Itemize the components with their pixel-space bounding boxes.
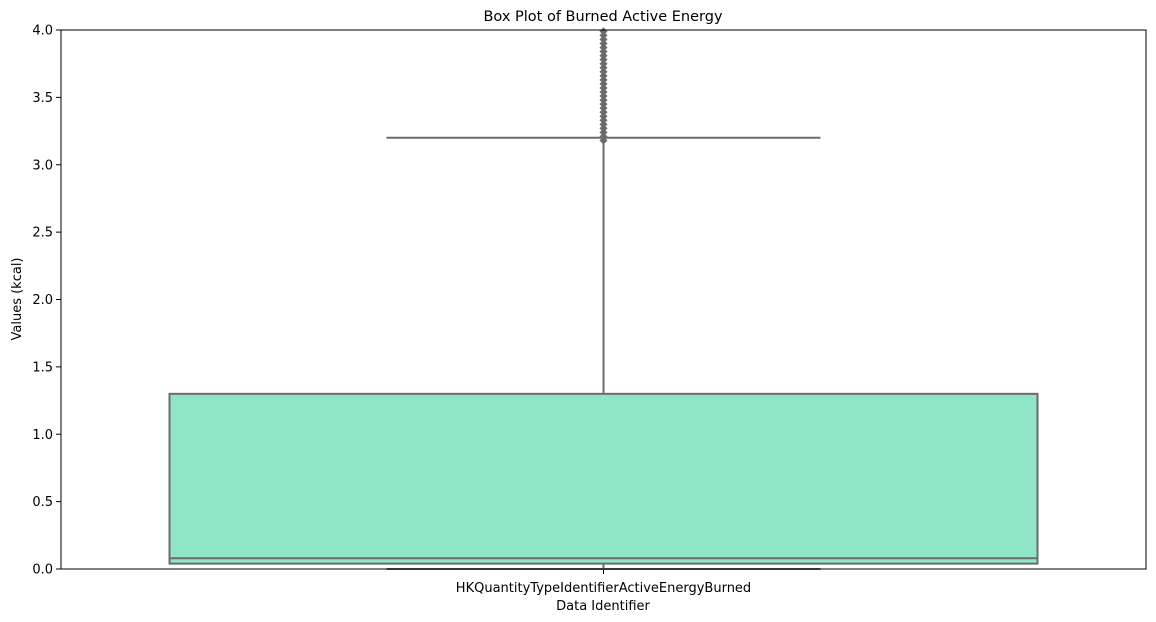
y-axis-label: Values (kcal) [10,257,25,340]
box-iqr [168,392,1039,565]
outlier-point [599,132,608,141]
outlier-point [599,96,608,105]
outlier-point [599,100,608,109]
outlier-point [599,124,608,133]
x-axis-label: Data Identifier [556,599,650,614]
outlier-point [599,120,608,129]
chart-title: Box Plot of Burned Active Energy [483,9,722,25]
y-tick-label: 2.5 [32,226,53,241]
outlier-point [599,108,608,117]
outlier-point [599,87,608,97]
outlier-point [599,75,608,84]
outlier-point [599,27,608,36]
outlier-point [599,112,608,121]
y-tick-label: 3.0 [32,158,53,173]
outlier-point [599,35,608,44]
plot-area: 0.0 0.5 1.0 1.5 2.0 2.5 3.0 3.5 4.0 HKQuantityTyp… [32,24,1147,596]
outlier-point [599,47,608,56]
outlier-point [599,83,608,92]
outlier-point [599,92,608,101]
y-tick-label: 0.0 [32,563,53,578]
outlier-point [599,63,608,72]
outlier-point [599,71,608,80]
x-tick-label: HKQuantityTypeIdentifierActiveEnergyBurn… [456,581,751,596]
outlier-point [599,128,608,137]
outlier-point [599,39,608,48]
outlier-point [599,59,608,68]
axes-frame [60,29,1147,570]
y-tick-label: 1.5 [32,360,53,375]
outlier-point [599,104,608,113]
outlier-point [599,136,608,145]
outlier-point [599,43,608,52]
y-tick-label: 3.5 [32,91,53,106]
outlier-point [599,51,608,60]
outlier-point [599,67,608,76]
outlier-point [599,116,608,125]
y-tick-label: 0.5 [32,495,53,510]
outlier-point [599,79,608,88]
y-tick-label: 2.0 [32,293,53,308]
outlier-point [599,31,608,40]
outlier-point [599,55,608,64]
y-tick-label: 4.0 [32,24,53,39]
y-tick-label: 1.0 [32,428,53,443]
